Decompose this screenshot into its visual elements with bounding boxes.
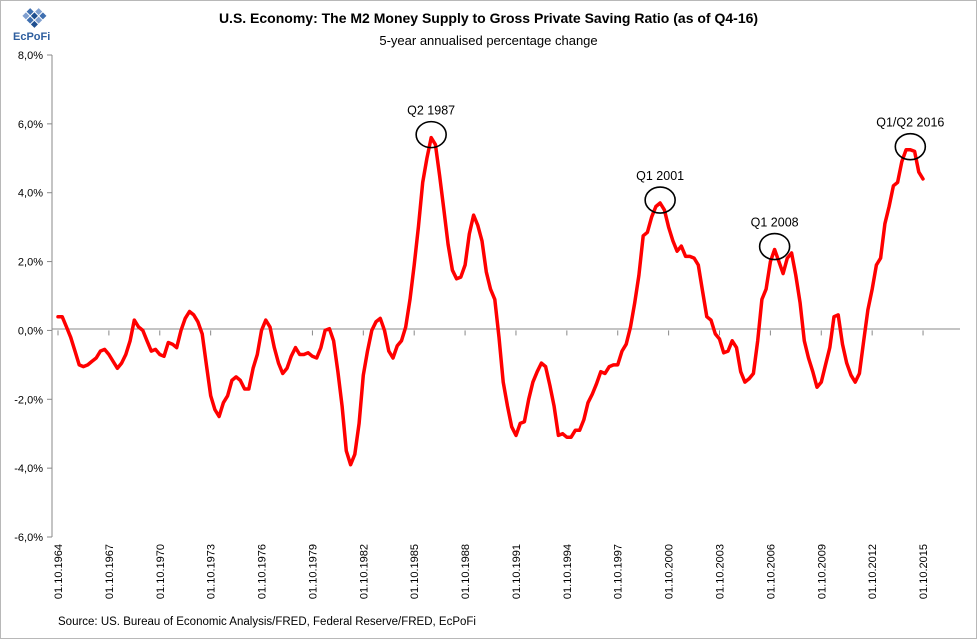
y-tick-label: -2,0% [14,394,43,406]
annotation-circle [758,232,791,261]
x-tick-label: 01.10.1967 [104,544,116,599]
annotation-circle [415,120,447,149]
y-tick-label: 4,0% [18,188,43,200]
x-tick-label: 01.10.2003 [715,544,727,599]
x-tick-label: 01.10.1982 [358,544,370,599]
y-tick-label: -6,0% [14,532,43,544]
x-tick-label: 01.10.1973 [206,544,218,599]
y-tick-label: 6,0% [18,119,43,131]
x-tick-label: 01.10.2012 [867,544,879,599]
x-tick-label: 01.10.1988 [460,544,472,599]
x-tick-label: 01.10.1964 [53,544,65,599]
x-tick-label: 01.10.1985 [409,544,421,599]
x-tick-label: 01.10.2009 [816,544,828,599]
y-axis-ticks: -6,0% -4,0% -2,0% 0,0% 2,0% 4,0% 6,0% 8,0% [14,50,52,544]
source-note: Source: US. Bureau of Economic Analysis/… [58,616,476,628]
annotation-circle [644,186,676,214]
x-tick-label: 01.10.1979 [307,544,319,599]
peak-annotations: Q2 1987 Q1 2001 Q1 2008 Q1/Q2 2016 [407,104,944,261]
annotation-circle [894,132,927,161]
x-tick-label: 01.10.2015 [918,544,930,599]
x-tick-label: 01.10.1994 [562,544,574,599]
annotation-label: Q1/Q2 2016 [876,116,944,130]
series-line [56,135,925,467]
x-tick-label: 01.10.2006 [765,544,777,599]
chart-title: U.S. Economy: The M2 Money Supply to Gro… [218,10,759,26]
annotation-label: Q1 2001 [636,169,684,183]
ecpofi-logo-icon [22,8,47,28]
x-tick-label: 01.10.2000 [664,544,676,599]
x-tick-label: 01.10.1997 [613,544,625,599]
chart-subtitle: 5-year annualised percentage change [379,33,598,48]
x-tick-label: 01.10.1976 [257,544,269,599]
y-tick-label: 0,0% [18,325,43,337]
y-tick-label: -4,0% [14,463,43,475]
annotation-label: Q2 1987 [407,104,455,118]
logo-text: EcPoFi [13,31,51,43]
y-tick-label: 8,0% [18,50,43,62]
line-chart: -6,0% -4,0% -2,0% 0,0% 2,0% 4,0% 6,0% 8,0% 01.1… [14,50,960,599]
x-tick-label: 01.10.1991 [511,544,523,599]
x-tick-label: 01.10.1970 [155,544,167,599]
annotation-label: Q1 2008 [751,216,799,230]
x-axis-ticks: 01.10.1964 01.10.1967 01.10.1970 01.10.1973… [53,330,930,599]
y-tick-label: 2,0% [18,257,43,269]
